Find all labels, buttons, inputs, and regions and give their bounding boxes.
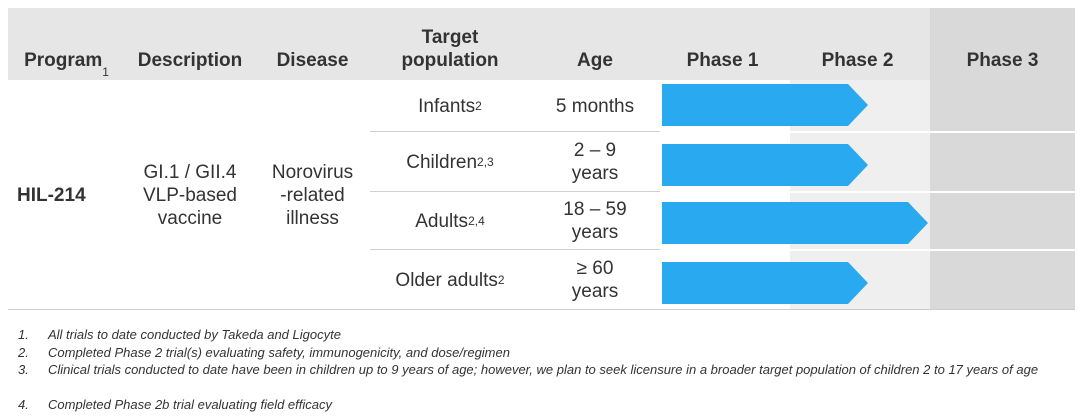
row-divider: [370, 249, 660, 250]
progress-arrow: [662, 202, 928, 244]
population-cell: Older adults 2: [395, 269, 505, 291]
header-text: Program: [24, 50, 103, 71]
footnote-number: 4.: [18, 397, 29, 412]
age-cell: 18 – 59 years: [563, 199, 627, 243]
footnote-text: Clinical trials conducted to date have b…: [48, 362, 1039, 377]
age-cell: ≥ 60 years: [571, 258, 619, 302]
header-cell: Program 1: [24, 50, 109, 79]
row-divider: [370, 131, 1075, 133]
header-cell: Age: [577, 50, 613, 71]
header-cell: Description: [137, 50, 243, 71]
header-cell: Target population: [401, 27, 499, 71]
header-background: [8, 8, 1075, 80]
disease-cell: Norovirus -related illness: [271, 161, 354, 229]
progress-arrow: [662, 262, 868, 304]
footnote: 2. Completed Phase 2 trial(s) evaluating …: [18, 345, 1068, 361]
header-cell: Phase 2: [821, 50, 894, 71]
footnote: 1. All trials to date conducted by Takeda…: [18, 327, 1068, 343]
footnote-number: 3.: [18, 362, 29, 377]
header-cell: Phase 1: [686, 50, 759, 71]
population-cell: Adults 2,4: [415, 210, 485, 232]
phase3-column: [930, 80, 1075, 310]
footnote: 3. Clinical trials conducted to date have…: [18, 362, 1068, 378]
program-cell: HIL-214: [17, 184, 86, 206]
table-bottom-rule: [8, 309, 1075, 310]
footnote-text: All trials to date conducted by Takeda a…: [48, 327, 341, 342]
population-name: Infants: [418, 95, 476, 117]
phase3-header-background: [930, 8, 1075, 80]
footnote-number: 1.: [18, 327, 29, 342]
age-cell: 2 – 9 years: [571, 140, 619, 184]
population-name: Children: [406, 151, 478, 173]
population-name: Adults: [415, 210, 469, 232]
row-divider: [370, 191, 660, 192]
description-cell: GI.1 / GII.4 VLP-based vaccine: [142, 161, 237, 229]
population-cell: Infants 2: [418, 95, 482, 117]
progress-arrow: [662, 84, 868, 126]
header-cell: Phase 3: [966, 50, 1039, 71]
row-divider: [370, 131, 660, 132]
age-cell: 5 months: [555, 95, 635, 117]
footnote-text: Completed Phase 2b trial evaluating fiel…: [48, 397, 332, 412]
population-name: Older adults: [395, 269, 498, 291]
footnote: 4. Completed Phase 2b trial evaluating fi…: [18, 397, 1068, 413]
progress-arrow: [662, 144, 868, 186]
row-divider: [370, 249, 1075, 251]
footnote-text: Completed Phase 2 trial(s) evaluating sa…: [48, 345, 510, 360]
population-cell: Children 2,3: [406, 151, 494, 173]
footnote-number: 2.: [18, 345, 29, 360]
header-cell: Disease: [276, 50, 349, 71]
row-divider: [370, 191, 1075, 193]
